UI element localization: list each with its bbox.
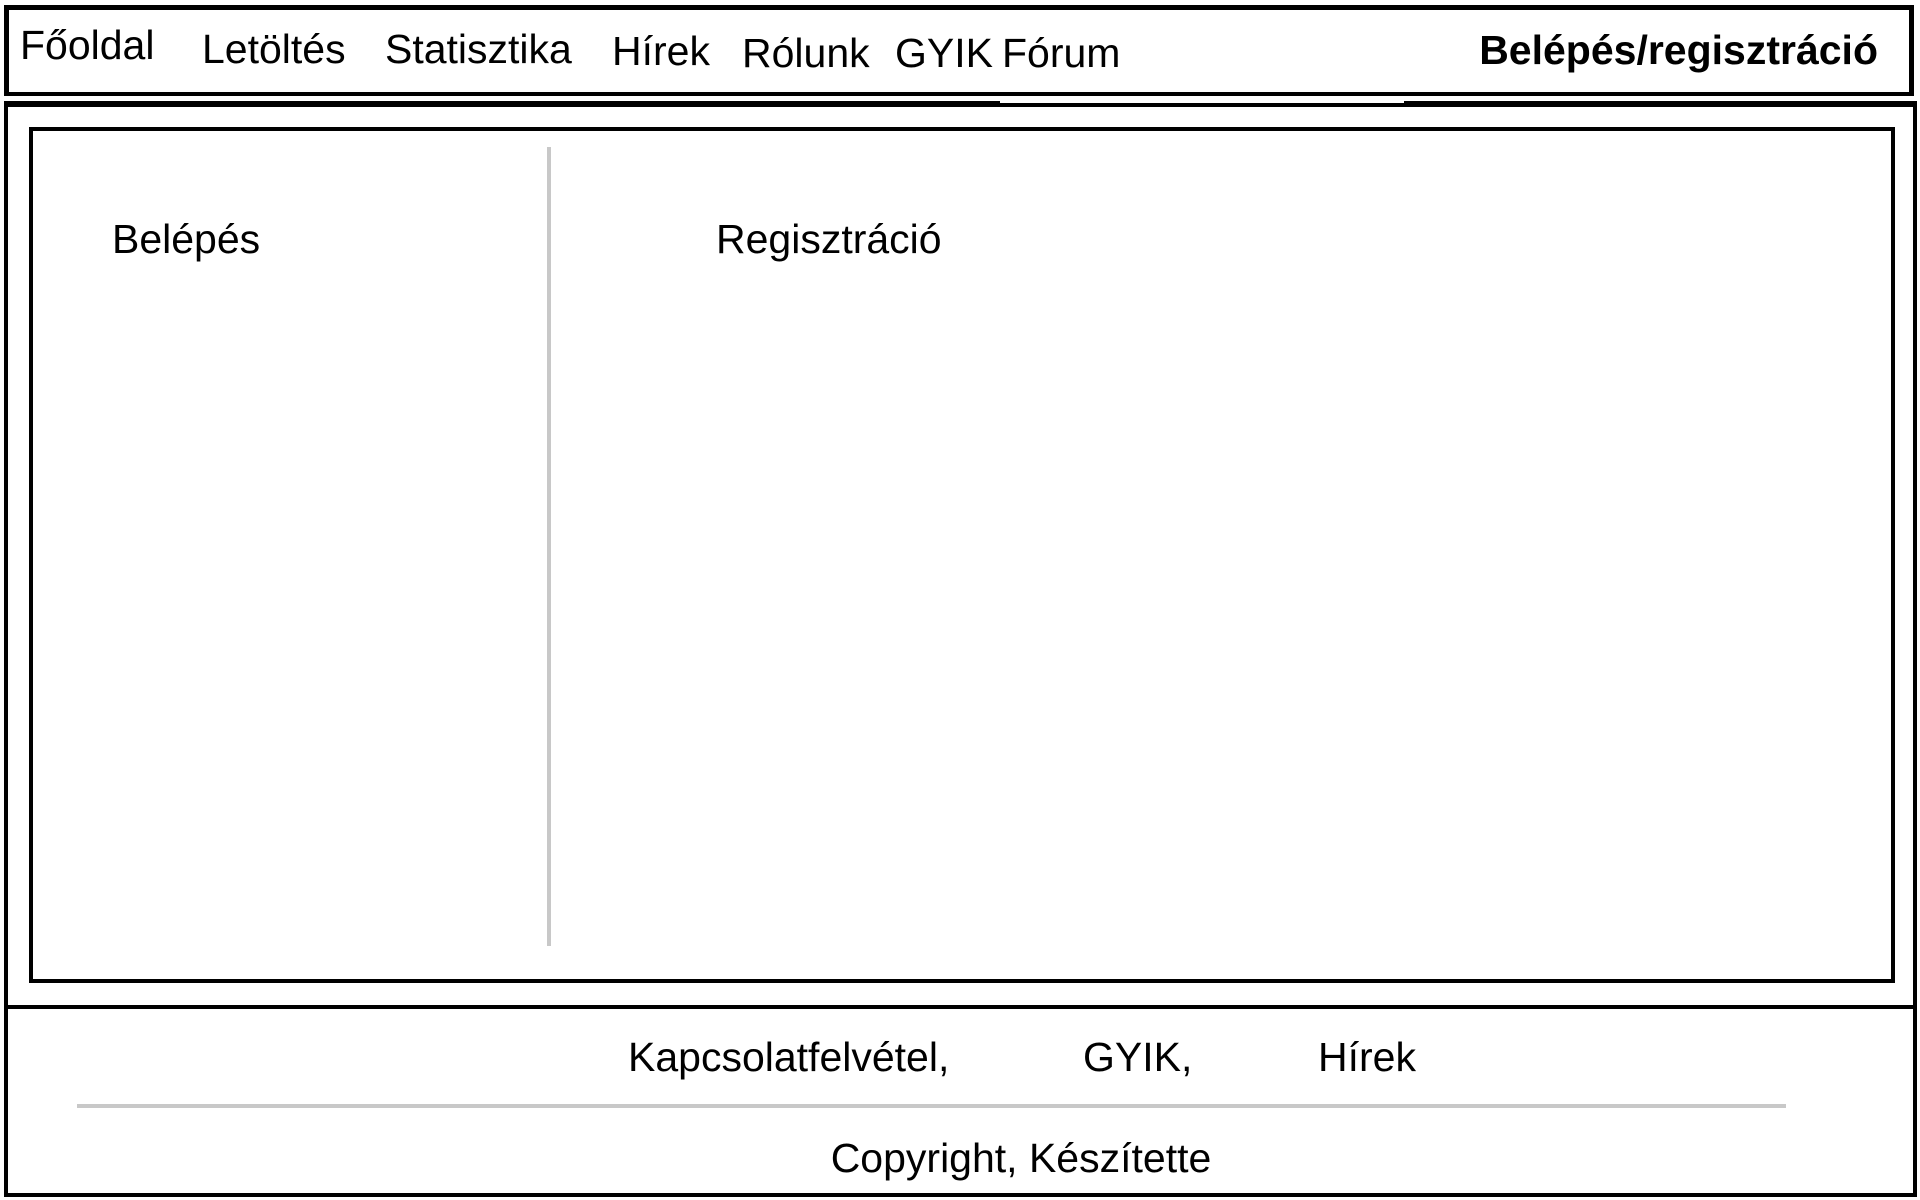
- register-section-title: Regisztráció: [716, 216, 942, 262]
- nav-item-about[interactable]: Rólunk: [742, 30, 870, 76]
- column-divider: [547, 147, 551, 946]
- nav-item-news[interactable]: Hírek: [612, 28, 710, 74]
- nav-login-register-link[interactable]: Belépés/regisztráció: [1479, 27, 1878, 73]
- footer-divider: [77, 1104, 1786, 1108]
- nav-item-download[interactable]: Letöltés: [202, 26, 346, 72]
- header-underline-right: [1404, 101, 1917, 105]
- nav-item-statistics[interactable]: Statisztika: [385, 26, 572, 72]
- footer-link-contact[interactable]: Kapcsolatfelvétel,: [628, 1034, 950, 1080]
- main-frame: [4, 103, 1917, 1009]
- nav-item-home[interactable]: Főoldal: [20, 22, 155, 68]
- nav-item-faq[interactable]: GYIK: [895, 30, 993, 76]
- header-underline-left: [4, 101, 1000, 105]
- footer-copyright: Copyright, Készítette: [830, 1135, 1212, 1181]
- top-navigation-bar: [4, 5, 1914, 96]
- login-register-panel: [29, 127, 1895, 983]
- footer-link-faq[interactable]: GYIK,: [1083, 1034, 1193, 1080]
- footer-link-news[interactable]: Hírek: [1318, 1034, 1416, 1080]
- login-section-title: Belépés: [112, 216, 261, 262]
- footer: [4, 1005, 1917, 1197]
- nav-item-forum[interactable]: Fórum: [1002, 30, 1121, 76]
